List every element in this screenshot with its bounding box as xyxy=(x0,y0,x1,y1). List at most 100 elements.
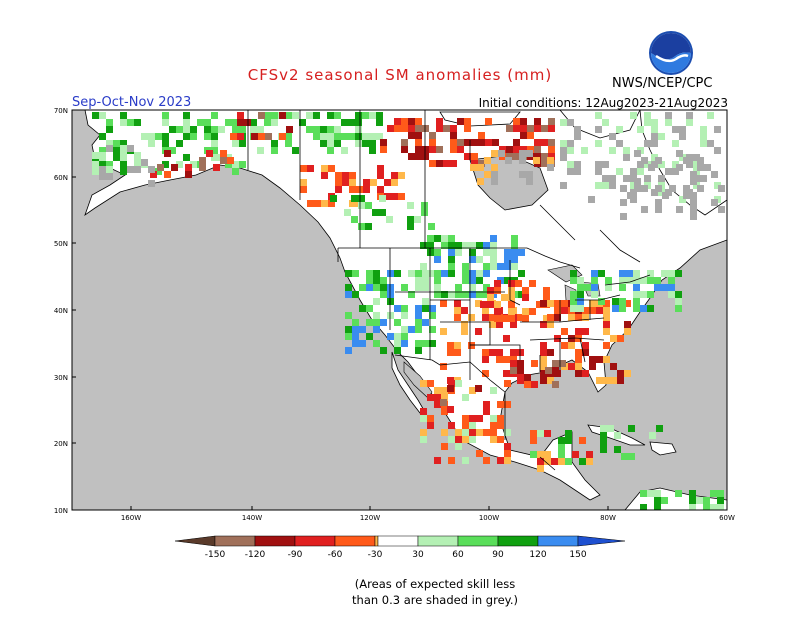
anomaly-cell xyxy=(490,242,497,249)
anomaly-cell xyxy=(621,453,628,460)
anomaly-cell xyxy=(648,164,655,171)
anomaly-cell xyxy=(408,118,415,125)
anomaly-cell xyxy=(620,213,627,220)
anomaly-cell xyxy=(155,168,162,175)
anomaly-cell xyxy=(547,157,554,164)
anomaly-cell xyxy=(358,202,365,209)
anomaly-cell xyxy=(690,199,697,206)
anomaly-cell xyxy=(637,126,644,133)
anomaly-cell xyxy=(540,300,547,307)
anomaly-cell xyxy=(644,175,651,182)
anomaly-cell xyxy=(654,490,661,497)
anomaly-cell xyxy=(307,165,314,172)
anomaly-cell xyxy=(327,126,334,133)
anomaly-cell xyxy=(415,284,422,291)
anomaly-cell xyxy=(596,356,603,363)
anomaly-cell xyxy=(600,439,607,446)
anomaly-cell xyxy=(365,202,372,209)
anomaly-cell xyxy=(522,294,529,301)
anomaly-cell xyxy=(99,152,106,159)
anomaly-cell xyxy=(327,147,334,154)
anomaly-cell xyxy=(513,146,520,153)
anomaly-cell xyxy=(300,165,307,172)
anomaly-cell xyxy=(450,160,457,167)
anomaly-cell xyxy=(614,446,621,453)
anomaly-cell xyxy=(591,291,598,298)
anomaly-cell xyxy=(537,451,544,458)
anomaly-cell xyxy=(342,172,349,179)
anomaly-cell xyxy=(504,457,511,464)
anomaly-cell xyxy=(591,270,598,277)
anomaly-cell xyxy=(448,270,455,277)
anomaly-cell xyxy=(415,319,422,326)
anomaly-cell xyxy=(582,328,589,335)
anomaly-cell xyxy=(485,139,492,146)
anomaly-cell xyxy=(434,277,441,284)
anomaly-cell xyxy=(586,451,593,458)
anomaly-cell xyxy=(469,415,476,422)
anomaly-cell xyxy=(394,319,401,326)
anomaly-cell xyxy=(352,326,359,333)
anomaly-cell xyxy=(497,263,504,270)
anomaly-cell xyxy=(714,182,721,189)
anomaly-cell xyxy=(501,294,508,301)
anomaly-cell xyxy=(327,133,334,140)
anomaly-cell xyxy=(443,125,450,132)
anomaly-cell xyxy=(387,284,394,291)
anomaly-cell xyxy=(647,291,654,298)
anomaly-cell xyxy=(379,195,386,202)
anomaly-cell xyxy=(689,497,696,504)
anomaly-cell xyxy=(654,504,661,510)
anomaly-cell xyxy=(574,126,581,133)
anomaly-cell xyxy=(513,118,520,125)
anomaly-cell xyxy=(407,216,414,223)
anomaly-cell xyxy=(649,432,656,439)
anomaly-cell xyxy=(693,161,700,168)
anomaly-cell xyxy=(620,185,627,192)
anomaly-cell xyxy=(420,263,427,270)
anomaly-cell xyxy=(427,235,434,242)
anomaly-cell xyxy=(490,422,497,429)
anomaly-cell xyxy=(575,370,582,377)
anomaly-cell xyxy=(120,119,127,126)
anomaly-cell xyxy=(603,328,610,335)
anomaly-cell xyxy=(540,349,547,356)
anomaly-cell xyxy=(504,450,511,457)
anomaly-cell xyxy=(560,154,567,161)
anomaly-cell xyxy=(595,112,602,119)
anomaly-cell xyxy=(422,146,429,153)
anomaly-cell xyxy=(258,133,265,140)
anomaly-cell xyxy=(162,133,169,140)
anomaly-cell xyxy=(540,342,547,349)
noaa-logo xyxy=(649,31,693,75)
anomaly-cell xyxy=(380,347,387,354)
anomaly-cell xyxy=(321,172,328,179)
anomaly-cell xyxy=(373,284,380,291)
anomaly-cell xyxy=(591,277,598,284)
anomaly-cell xyxy=(490,387,497,394)
anomaly-cell xyxy=(547,377,554,384)
anomaly-cell xyxy=(341,147,348,154)
anomaly-cell xyxy=(530,430,537,437)
anomaly-cell xyxy=(220,150,227,157)
anomaly-cell xyxy=(387,312,394,319)
anomaly-cell xyxy=(547,321,554,328)
anomaly-cell xyxy=(373,326,380,333)
anomaly-cell xyxy=(327,140,334,147)
anomaly-cell xyxy=(106,126,113,133)
anomaly-cell xyxy=(398,193,405,200)
anomaly-cell xyxy=(377,172,384,179)
anomaly-cell xyxy=(342,179,349,186)
anomaly-cell xyxy=(461,328,468,335)
anomaly-cell xyxy=(127,145,134,152)
anomaly-cell xyxy=(655,206,662,213)
anomaly-cell xyxy=(279,112,286,119)
anomaly-cell xyxy=(300,186,307,193)
anomaly-cell xyxy=(575,356,582,363)
anomaly-cell xyxy=(369,147,376,154)
anomaly-cell xyxy=(176,140,183,147)
anomaly-cell xyxy=(328,165,335,172)
anomaly-cell xyxy=(483,291,490,298)
anomaly-cell xyxy=(600,432,607,439)
anomaly-cell xyxy=(574,161,581,168)
